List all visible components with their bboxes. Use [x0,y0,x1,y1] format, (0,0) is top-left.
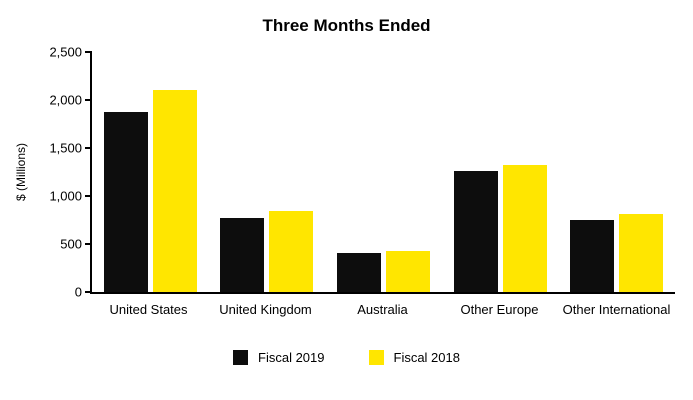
y-tick-mark [85,291,92,293]
bar-group [325,52,442,292]
x-category-label: United States [109,302,188,317]
y-tick-mark [85,195,92,197]
y-tick-label: 1,500 [49,140,82,156]
y-tick-mark [85,147,92,149]
bar [269,210,314,292]
legend-item-fiscal-2018: Fiscal 2018 [368,350,460,365]
bar [453,171,498,292]
bar [103,112,148,292]
legend-swatch-fiscal-2019 [233,350,249,365]
y-tick-label: 0 [74,284,82,300]
x-category-label: United Kingdom [219,302,312,317]
y-tick-mark [85,243,92,245]
chart-title: Three Months Ended [262,16,431,35]
bar [220,218,265,292]
bar [152,90,197,292]
y-tick-label: 500 [60,236,82,252]
x-category-label: Other Europe [460,302,539,317]
legend-item-fiscal-2019: Fiscal 2019 [233,350,325,365]
legend-label: Fiscal 2018 [393,350,460,365]
bar [385,251,430,292]
y-tick-mark [85,99,92,101]
y-axis-label: $ (Millions) [14,143,28,202]
plot-area: 0 500 1,000 1,500 2,000 2,500 [49,46,675,299]
x-category-label: Australia [357,302,408,317]
y-tick-label: 1,000 [49,188,82,204]
y-tick-label: 2,000 [49,92,82,108]
bar-group [92,52,209,292]
plot-column: 0 500 1,000 1,500 2,000 2,500 United States Un… [49,46,675,324]
bar-group [209,52,326,292]
legend-swatch-fiscal-2018 [368,350,384,365]
x-category-label: Other International [562,302,671,317]
bar-groups [92,52,675,292]
bar [502,164,547,292]
y-tick-label: 2,500 [49,44,82,60]
chart-body: $ (Millions) 0 500 1,000 1,500 2,000 2,500 Un… [10,46,675,324]
bar [570,220,615,292]
x-axis-labels: United States United Kingdom Australia Othe… [90,302,675,317]
bar [619,214,664,292]
legend: Fiscal 2019 Fiscal 2018 [0,350,693,365]
y-tick-mark [85,51,92,53]
bar [336,253,381,292]
legend-label: Fiscal 2019 [258,350,325,365]
bar-group [558,52,675,292]
bar-group [442,52,559,292]
